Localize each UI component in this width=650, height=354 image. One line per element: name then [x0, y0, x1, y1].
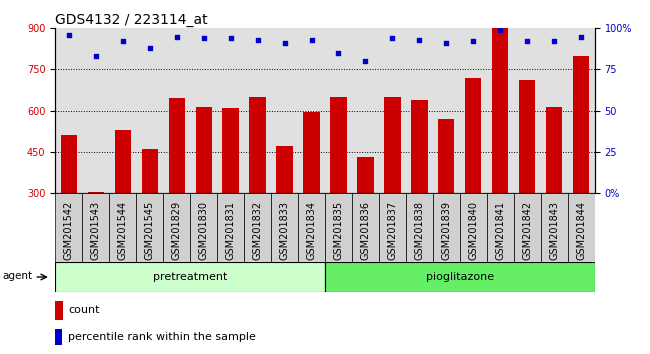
- Bar: [573, 56, 590, 193]
- Bar: [460, 193, 487, 262]
- Bar: [55, 193, 83, 262]
- Point: [333, 50, 344, 56]
- Bar: [492, 28, 508, 193]
- Bar: [519, 80, 536, 193]
- Text: GSM201832: GSM201832: [253, 201, 263, 260]
- Bar: [217, 193, 244, 262]
- Point: [468, 39, 478, 44]
- Point: [414, 37, 424, 43]
- Point: [64, 32, 74, 38]
- Bar: [136, 193, 163, 262]
- Bar: [168, 98, 185, 193]
- Point: [576, 34, 586, 39]
- Text: pioglitazone: pioglitazone: [426, 272, 494, 282]
- Bar: [330, 97, 346, 193]
- Bar: [60, 135, 77, 193]
- Text: agent: agent: [3, 270, 33, 280]
- Point: [495, 27, 506, 33]
- Point: [280, 40, 290, 46]
- Text: GSM201829: GSM201829: [172, 201, 181, 260]
- Bar: [88, 192, 104, 193]
- Point: [252, 37, 263, 43]
- Bar: [304, 112, 320, 193]
- Bar: [276, 146, 292, 193]
- Bar: [55, 262, 325, 292]
- Text: GSM201843: GSM201843: [549, 201, 559, 260]
- Point: [226, 35, 236, 41]
- Bar: [244, 193, 271, 262]
- Bar: [352, 193, 379, 262]
- Bar: [82, 193, 109, 262]
- Bar: [514, 193, 541, 262]
- Bar: [114, 130, 131, 193]
- Point: [441, 40, 452, 46]
- Text: GSM201543: GSM201543: [91, 201, 101, 260]
- Bar: [438, 119, 454, 193]
- Text: GSM201839: GSM201839: [441, 201, 451, 260]
- Text: GSM201844: GSM201844: [577, 201, 586, 260]
- Text: GSM201545: GSM201545: [145, 201, 155, 261]
- Text: GDS4132 / 223114_at: GDS4132 / 223114_at: [55, 13, 207, 27]
- Text: GSM201544: GSM201544: [118, 201, 127, 260]
- Bar: [384, 97, 400, 193]
- Point: [172, 34, 182, 39]
- Text: GSM201835: GSM201835: [333, 201, 343, 260]
- Bar: [55, 329, 62, 345]
- Bar: [546, 107, 562, 193]
- Bar: [358, 157, 374, 193]
- Point: [549, 39, 560, 44]
- Text: GSM201838: GSM201838: [415, 201, 424, 260]
- Text: GSM201836: GSM201836: [361, 201, 370, 260]
- Text: pretreatment: pretreatment: [153, 272, 228, 282]
- Bar: [465, 78, 482, 193]
- Bar: [568, 193, 595, 262]
- Point: [118, 39, 128, 44]
- Text: GSM201831: GSM201831: [226, 201, 235, 260]
- Bar: [250, 97, 266, 193]
- Text: GSM201840: GSM201840: [469, 201, 478, 260]
- Bar: [325, 193, 352, 262]
- Bar: [271, 193, 298, 262]
- Text: GSM201842: GSM201842: [523, 201, 532, 260]
- Bar: [433, 193, 460, 262]
- Bar: [190, 193, 217, 262]
- Text: percentile rank within the sample: percentile rank within the sample: [68, 332, 256, 342]
- Bar: [487, 193, 514, 262]
- Bar: [196, 107, 212, 193]
- Point: [387, 35, 398, 41]
- Text: GSM201834: GSM201834: [307, 201, 317, 260]
- Bar: [406, 193, 433, 262]
- Bar: [222, 108, 239, 193]
- Bar: [298, 193, 325, 262]
- Bar: [163, 193, 190, 262]
- Bar: [541, 193, 568, 262]
- Text: GSM201830: GSM201830: [199, 201, 209, 260]
- Text: GSM201841: GSM201841: [495, 201, 505, 260]
- Point: [198, 35, 209, 41]
- Point: [90, 53, 101, 59]
- Bar: [325, 262, 595, 292]
- Point: [360, 58, 370, 64]
- Point: [144, 45, 155, 51]
- Point: [306, 37, 317, 43]
- Bar: [109, 193, 136, 262]
- Text: GSM201837: GSM201837: [387, 201, 397, 260]
- Bar: [379, 193, 406, 262]
- Text: count: count: [68, 306, 99, 315]
- Point: [522, 39, 532, 44]
- Bar: [55, 301, 63, 320]
- Text: GSM201542: GSM201542: [64, 201, 73, 261]
- Bar: [411, 100, 428, 193]
- Text: GSM201833: GSM201833: [280, 201, 289, 260]
- Bar: [142, 149, 158, 193]
